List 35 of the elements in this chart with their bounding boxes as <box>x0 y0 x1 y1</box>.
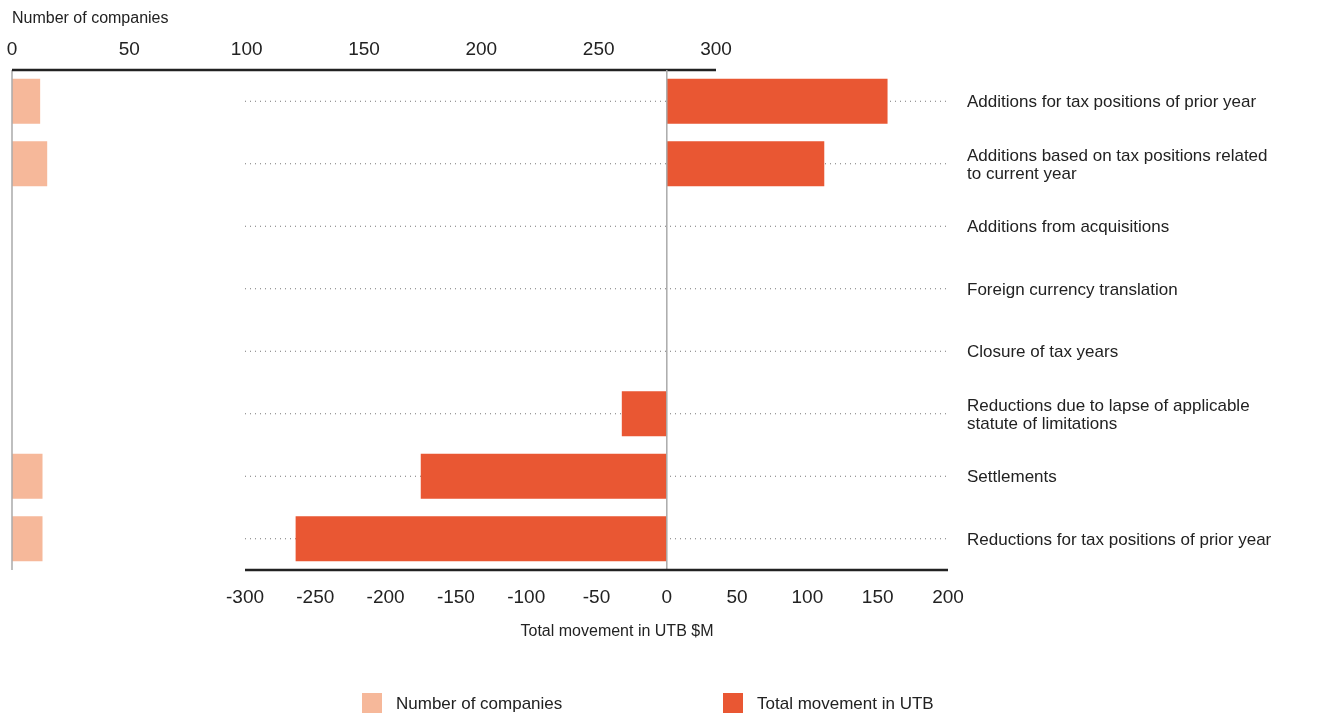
x-tick-label: 100 <box>791 586 824 607</box>
x-tick-label: -200 <box>366 586 405 607</box>
y-tick-label: Closure of tax years <box>967 342 1119 362</box>
x-tick-label: 50 <box>118 38 140 59</box>
bar <box>621 391 667 437</box>
x-axis-title: Number of companies <box>12 9 169 26</box>
x-tick-label: 200 <box>932 586 964 607</box>
x-tick-label: -300 <box>225 586 265 607</box>
x-tick-label: 0 <box>661 586 673 607</box>
x-axis-title: Total movement in UTB $M <box>520 622 714 639</box>
x-tick-label: -250 <box>296 586 335 607</box>
legend-label: Total movement in UTB <box>757 694 934 713</box>
x-tick-label: 300 <box>700 38 732 59</box>
x-tick-label: -100 <box>507 586 546 607</box>
y-tick-label: Reductions for tax positions of prior year <box>967 529 1272 549</box>
y-tick-label: Additions from acquisitions <box>967 217 1170 237</box>
y-tick-label: Additions for tax positions of prior year <box>967 92 1257 112</box>
y-tick-label: Reductions due to lapse of applicable statute of limitations <box>967 395 1250 433</box>
bar <box>420 453 667 499</box>
x-tick-label: -150 <box>436 586 475 607</box>
y-tick-label: Additions based on tax positions related to current year <box>967 145 1268 183</box>
x-tick-label: 200 <box>465 38 498 59</box>
x-tick-label: 100 <box>230 38 263 59</box>
x-tick-label: 250 <box>582 38 615 59</box>
y-tick-label: Foreign currency translation <box>967 279 1178 299</box>
bar <box>666 141 825 187</box>
legend-label: Number of companies <box>396 694 563 713</box>
x-tick-label: 150 <box>861 586 894 607</box>
x-tick-label: -50 <box>582 586 611 607</box>
y-tick-label: Settlements <box>967 467 1057 487</box>
x-tick-label: 0 <box>6 38 18 59</box>
bar <box>666 78 888 124</box>
x-tick-label: 50 <box>726 586 748 607</box>
bar <box>295 516 667 562</box>
x-tick-label: 150 <box>348 38 380 59</box>
